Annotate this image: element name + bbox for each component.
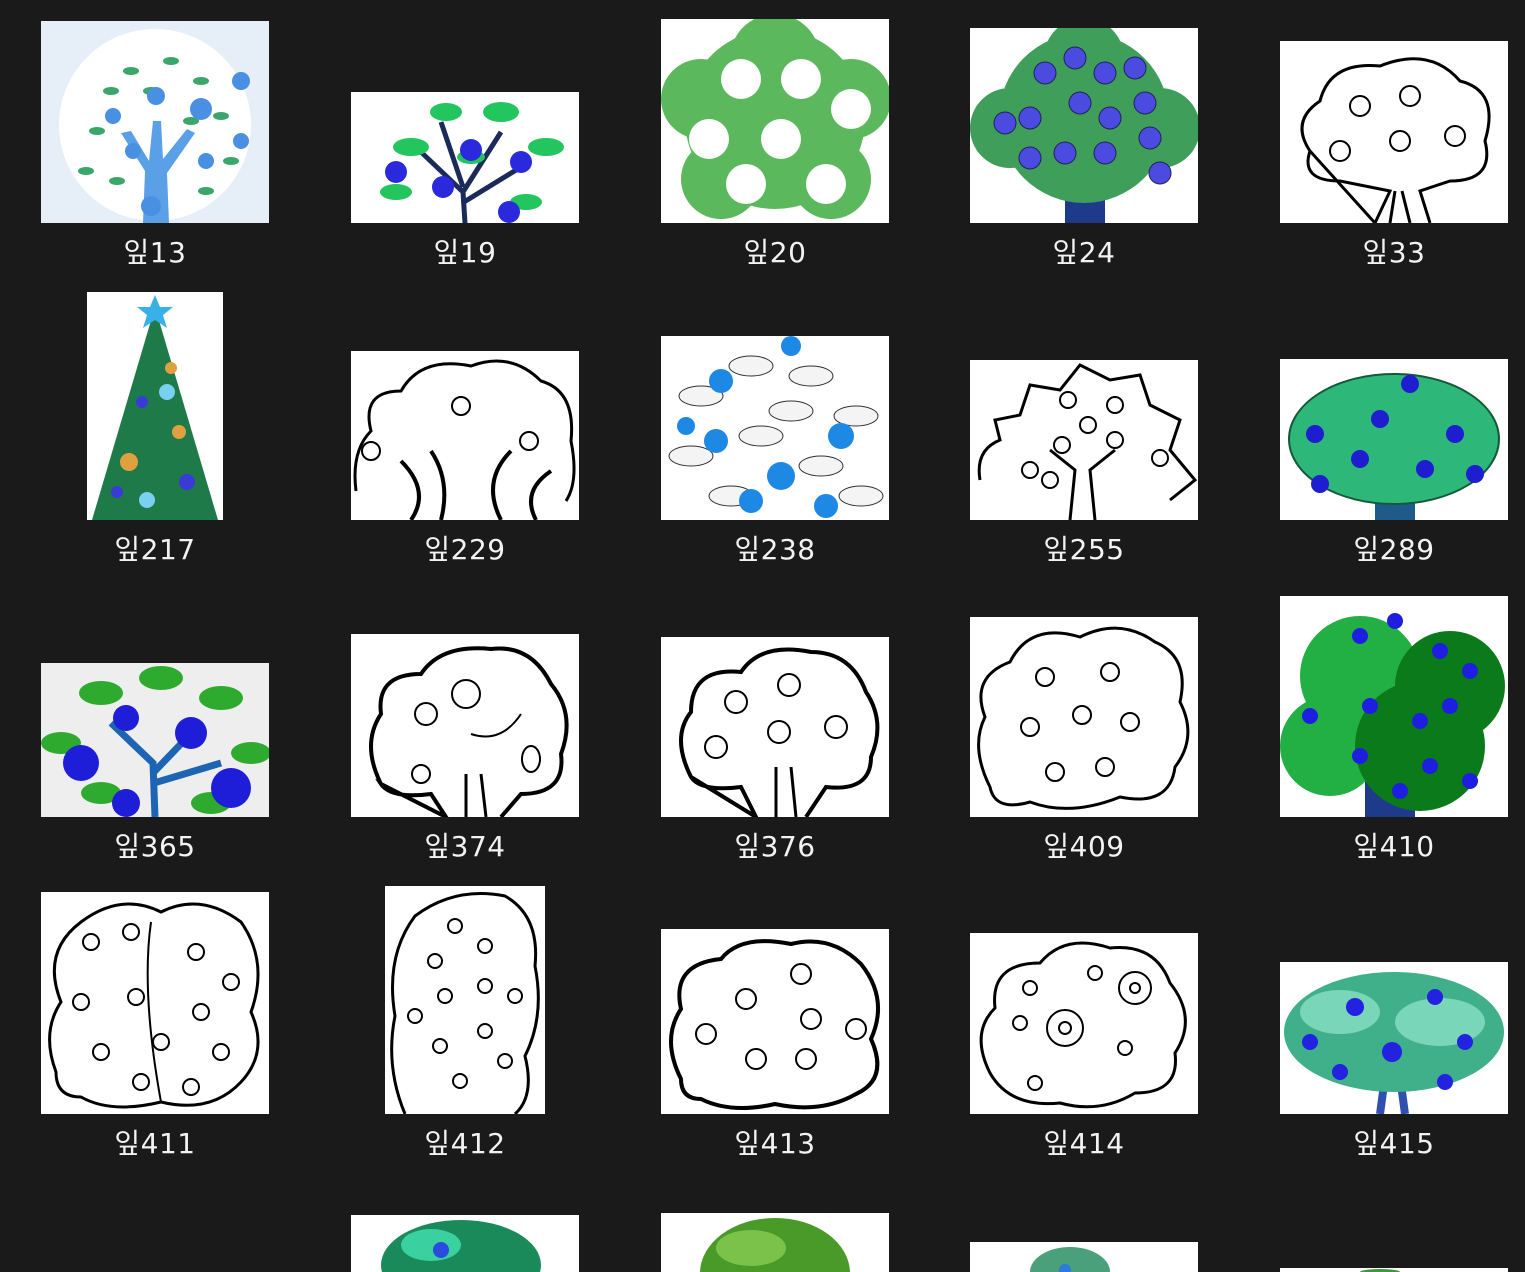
thumbnail-image (41, 21, 269, 223)
file-tile[interactable] (929, 1181, 1239, 1272)
file-name: 잎255 (1043, 533, 1125, 566)
thumbnail-image (970, 360, 1198, 520)
file-tile[interactable]: 잎409 (929, 587, 1239, 884)
thumbnail-image (385, 886, 545, 1114)
file-tile[interactable]: 잎376 (620, 587, 930, 884)
file-tile[interactable]: 잎414 (929, 884, 1239, 1181)
file-name: 잎289 (1353, 533, 1435, 566)
thumbnail-image (970, 1242, 1198, 1272)
file-tile[interactable]: 잎411 (0, 884, 310, 1181)
file-tile[interactable]: 잎19 (310, 0, 620, 290)
file-name: 잎413 (734, 1127, 816, 1160)
file-name: 잎409 (1043, 830, 1125, 863)
thumbnail-image (970, 28, 1198, 223)
thumbnail-image (41, 892, 269, 1114)
file-tile[interactable]: 잎374 (310, 587, 620, 884)
file-tile[interactable] (620, 1181, 930, 1272)
file-name: 잎229 (424, 533, 506, 566)
file-tile[interactable]: 잎24 (929, 0, 1239, 290)
thumbnail-image (661, 637, 889, 817)
thumbnail-image (661, 336, 889, 520)
file-name: 잎19 (433, 236, 497, 269)
file-name: 잎24 (1052, 236, 1116, 269)
thumbnail-image (1280, 359, 1508, 520)
file-name: 잎33 (1362, 236, 1426, 269)
file-tile[interactable]: 잎13 (0, 0, 310, 290)
thumbnail-image (1280, 1268, 1508, 1272)
file-name: 잎411 (114, 1127, 196, 1160)
file-name: 잎415 (1353, 1127, 1435, 1160)
thumbnail-image (1280, 596, 1508, 817)
file-tile[interactable]: 잎229 (310, 290, 620, 587)
thumbnail-image (351, 634, 579, 817)
file-name: 잎238 (734, 533, 816, 566)
file-name: 잎412 (424, 1127, 506, 1160)
thumbnail-image (1280, 962, 1508, 1114)
thumbnail-image (87, 292, 223, 520)
thumbnail-image (970, 933, 1198, 1114)
file-tile[interactable]: 잎238 (620, 290, 930, 587)
file-name: 잎414 (1043, 1127, 1125, 1160)
file-name: 잎217 (114, 533, 196, 566)
thumbnail-image (1280, 41, 1508, 223)
file-tile[interactable]: 잎415 (1239, 884, 1525, 1181)
file-tile[interactable]: 잎289 (1239, 290, 1525, 587)
file-tile[interactable]: 잎217 (0, 290, 310, 587)
thumbnail-image (351, 351, 579, 520)
file-tile[interactable]: 잎412 (310, 884, 620, 1181)
file-tile[interactable]: 잎365 (0, 587, 310, 884)
file-tile[interactable]: 잎255 (929, 290, 1239, 587)
file-tile[interactable] (1239, 1181, 1525, 1272)
file-tile[interactable]: 잎20 (620, 0, 930, 290)
file-name: 잎374 (424, 830, 506, 863)
thumbnail-image (970, 617, 1198, 817)
file-name: 잎13 (123, 236, 187, 269)
thumbnail-image (351, 1215, 579, 1272)
thumbnail-image (351, 92, 579, 223)
file-tile[interactable] (310, 1181, 620, 1272)
file-tile[interactable]: 잎410 (1239, 587, 1525, 884)
thumbnail-image (661, 929, 889, 1114)
thumbnail-image (661, 19, 889, 223)
thumbnail-image (661, 1213, 889, 1272)
file-tile[interactable]: 잎33 (1239, 0, 1525, 290)
file-name: 잎410 (1353, 830, 1435, 863)
thumbnail-image (41, 663, 269, 817)
file-name: 잎365 (114, 830, 196, 863)
file-name: 잎20 (743, 236, 807, 269)
file-tile[interactable]: 잎413 (620, 884, 930, 1181)
file-name: 잎376 (734, 830, 816, 863)
